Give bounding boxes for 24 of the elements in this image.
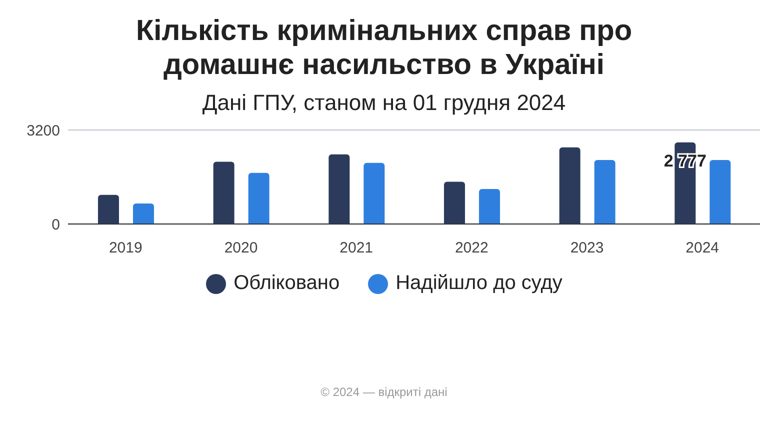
bar [98,194,119,224]
bar [710,160,731,224]
chart-title: Кількість кримінальних справ про домашнє насильство в Україні [134,14,634,82]
bar [559,147,580,224]
legend-label: Надійшло до суду [396,272,562,295]
legend-label: Обліковано [234,272,340,295]
x-tick-label: 2019 [108,240,142,257]
bar [132,203,154,224]
text: © 2024 — відкриті дані [320,385,448,399]
chart-subtitle: Дані ГПУ, станом на 01 грудня 2024 [201,90,567,116]
bar [213,162,234,224]
x-tick-label: 2022 [454,240,488,257]
bar [594,160,616,224]
x-tick-label: 2021 [340,240,374,257]
bar [478,189,500,224]
x-tick-label: 2024 [686,240,720,257]
x-tick-label: 2023 [570,240,604,257]
y-tick-label: 3200 [26,122,60,140]
bar [364,162,385,224]
bar [248,172,270,224]
y-tick-label: 0 [52,216,60,234]
bar [328,154,350,224]
x-tick-label: 2020 [224,240,258,257]
bar [444,182,465,224]
